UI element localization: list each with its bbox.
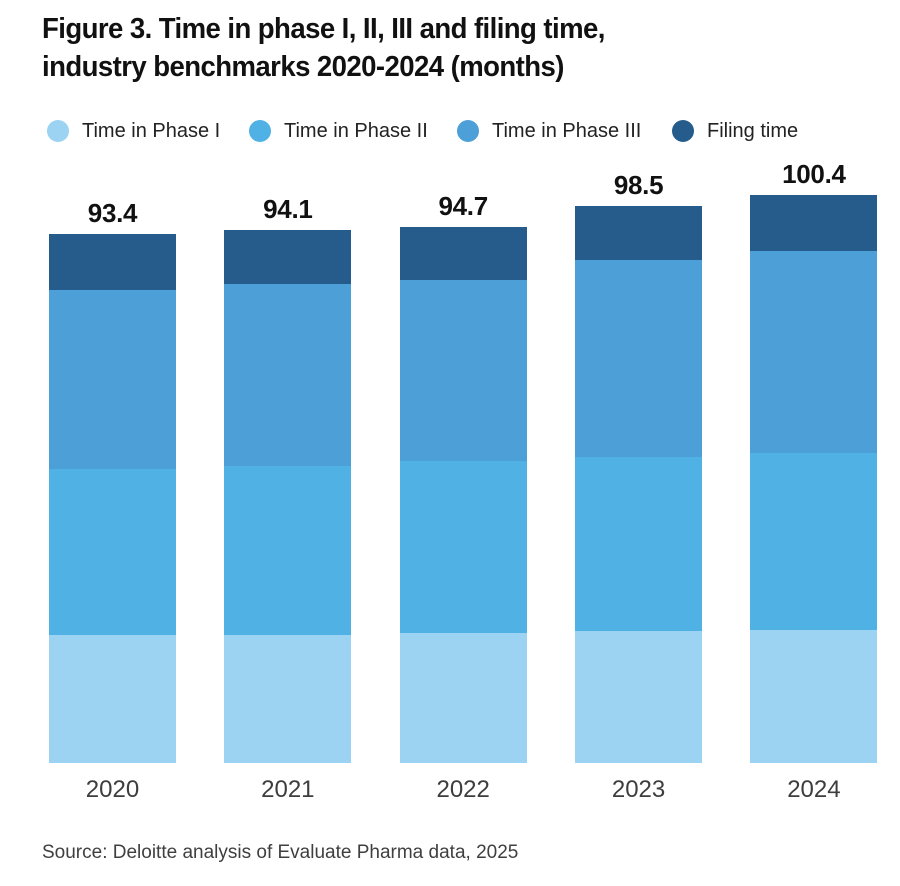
segment-2022-series0 xyxy=(399,633,527,763)
total-label-2021: 94.1 xyxy=(263,194,313,225)
bar-2023: 98.5 2023 xyxy=(575,170,703,803)
legend-item-phase2: Time in Phase II xyxy=(249,117,428,145)
legend-label-filing: Filing time xyxy=(707,119,799,142)
filing-swatch-icon xyxy=(672,120,694,142)
legend-item-filing: Filing time xyxy=(672,117,798,145)
segment-2023-series2 xyxy=(575,260,703,457)
segment-2021-series2 xyxy=(224,284,352,466)
year-label-2022: 2022 xyxy=(436,776,490,803)
segment-2021-series3 xyxy=(224,230,352,285)
phase3-swatch-icon xyxy=(457,120,479,142)
year-label-2023: 2023 xyxy=(611,776,666,803)
bar-2022: 94.7 2022 xyxy=(399,191,527,803)
segment-2021-series1 xyxy=(224,465,352,635)
bar-2021: 94.1 2021 xyxy=(224,194,352,803)
segment-2023-series3 xyxy=(575,205,703,261)
segment-2024-series1 xyxy=(750,452,878,630)
total-label-2022: 94.7 xyxy=(438,191,488,222)
total-label-2023: 98.5 xyxy=(613,169,664,200)
total-label-2024: 100.4 xyxy=(782,158,846,189)
source-note: Source: Deloitte analysis of Evaluate Ph… xyxy=(42,842,519,863)
segment-2022-series3 xyxy=(399,227,527,281)
legend-item-phase1: Time in Phase I xyxy=(47,117,220,145)
figure-title-line1: Figure 3. Time in phase I, II, III and f… xyxy=(42,13,605,45)
legend-item-phase3: Time in Phase III xyxy=(457,117,641,145)
year-label-2021: 2021 xyxy=(261,776,315,803)
total-label-2020: 93.4 xyxy=(87,198,138,229)
phase2-swatch-icon xyxy=(249,120,271,142)
figure-title: Figure 3. Time in phase I, II, III and f… xyxy=(42,10,605,86)
year-label-2020: 2020 xyxy=(85,776,140,803)
segment-2024-series3 xyxy=(750,194,878,252)
segment-2020-series3 xyxy=(49,234,176,290)
legend-label-phase3: Time in Phase III xyxy=(492,119,642,142)
segment-2023-series0 xyxy=(575,631,703,763)
segment-2020-series2 xyxy=(49,289,176,470)
year-label-2024: 2024 xyxy=(787,776,841,803)
segment-2024-series0 xyxy=(750,630,878,763)
segment-2020-series0 xyxy=(49,634,176,763)
segment-2020-series1 xyxy=(49,469,176,635)
phase1-swatch-icon xyxy=(47,120,69,142)
segment-2024-series2 xyxy=(750,251,878,453)
bar-2020: 93.4 2020 xyxy=(49,198,176,803)
figure-title-line2: industry benchmarks 2020-2024 (months) xyxy=(42,51,564,83)
legend-label-phase1: Time in Phase I xyxy=(82,119,221,142)
bar-2024: 100.4 2024 xyxy=(750,159,878,803)
legend: Time in Phase I Time in Phase II Time in… xyxy=(0,117,900,145)
segment-2021-series0 xyxy=(224,634,352,763)
segment-2022-series2 xyxy=(399,280,527,462)
segment-2022-series1 xyxy=(399,461,527,634)
legend-label-phase2: Time in Phase II xyxy=(284,119,428,142)
segment-2023-series1 xyxy=(575,456,703,632)
